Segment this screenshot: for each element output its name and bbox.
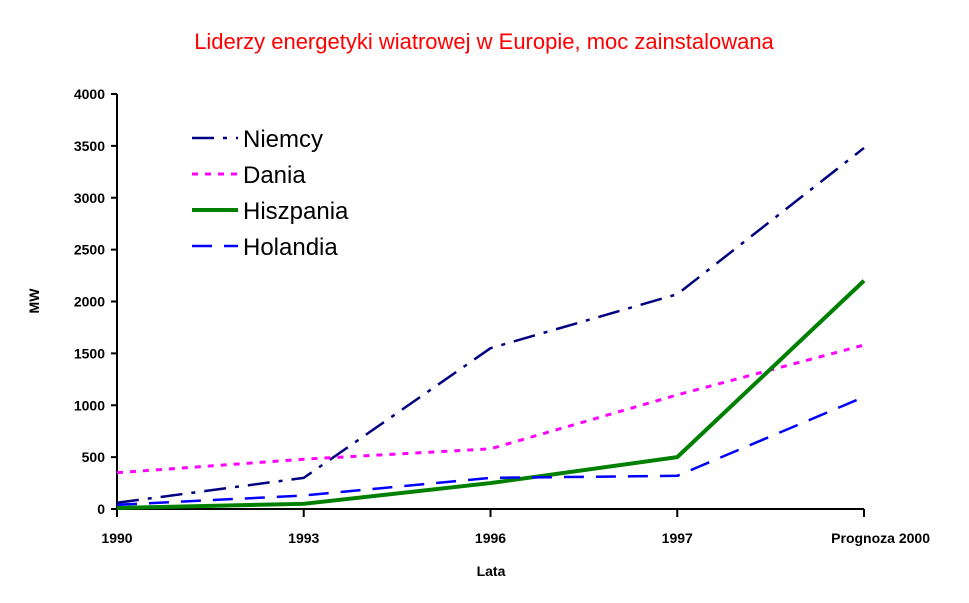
y-tick-label: 2000	[74, 294, 105, 310]
y-tick-label: 1500	[74, 345, 105, 361]
x-tick-label: 1997	[662, 530, 693, 546]
x-axis-title: Lata	[477, 563, 506, 579]
x-axis: 1990 1993 1996 1997 Prognoza 2000	[101, 508, 930, 546]
series-line-hiszpania	[116, 279, 866, 510]
x-tick-label: Prognoza 2000	[831, 530, 930, 546]
y-tick-label: 500	[82, 449, 106, 465]
x-tick-label: 1990	[101, 530, 132, 546]
y-tick-label: 4000	[74, 86, 105, 102]
y-axis-title: MW	[26, 288, 42, 314]
series-line-niemcy	[116, 146, 865, 505]
x-tick-label: 1996	[475, 530, 506, 546]
legend-label-holandia: Holandia	[243, 234, 338, 261]
y-tick-label: 2500	[74, 242, 105, 258]
y-tick-label: 1000	[74, 397, 105, 413]
series-line-holandia	[116, 395, 865, 507]
y-axis: 0 500 1000 1500 2000 2500 3000 3500 4000	[74, 86, 118, 517]
legend-label-hiszpania: Hiszpania	[243, 198, 349, 225]
legend: Niemcy Dania Hiszpania Holandia	[192, 126, 349, 261]
y-tick-label: 0	[97, 501, 105, 517]
x-tick-label: 1993	[288, 530, 319, 546]
series-layer	[116, 146, 866, 510]
legend-label-dania: Dania	[243, 162, 306, 189]
chart-title: Liderzy energetyki wiatrowej w Europie, …	[194, 29, 774, 54]
series-line-dania	[116, 343, 865, 475]
y-tick-label: 3500	[74, 138, 105, 154]
legend-label-niemcy: Niemcy	[243, 126, 323, 153]
y-tick-label: 3000	[74, 190, 105, 206]
